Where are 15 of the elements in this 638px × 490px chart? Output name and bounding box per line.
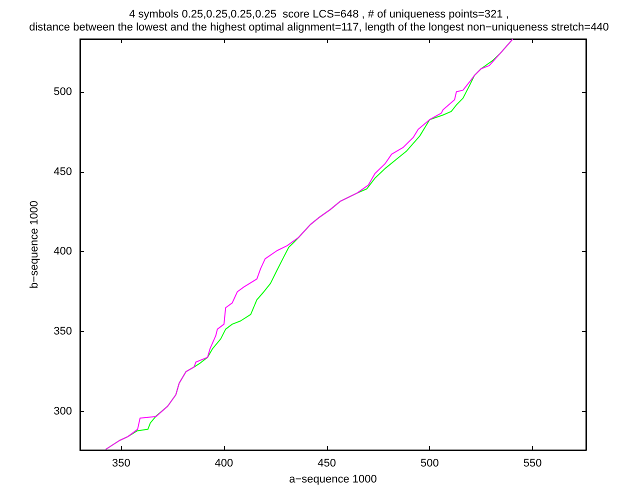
chart-subtitle: distance between the lowest and the highest optimal alignment=117, length of the longest non−uniqueness stretch=440 <box>29 22 609 34</box>
chart-title: 4 symbols 0.25,0.25,0.25,0.25 score LCS=648 , # of uniqueness points=321 , <box>129 8 509 20</box>
y-tick-label: 350 <box>54 326 72 338</box>
y-tick-label: 500 <box>54 86 72 98</box>
x-tick-label: 550 <box>523 458 542 470</box>
y-tick-label: 450 <box>54 166 72 178</box>
y-axis-title: b−sequence 1000 <box>28 200 40 288</box>
x-tick-label: 350 <box>112 458 130 470</box>
x-axis-title: a−sequence 1000 <box>289 474 377 486</box>
x-tick-label: 400 <box>214 458 234 470</box>
x-tick-label: 500 <box>420 458 439 470</box>
y-tick-label: 300 <box>54 406 72 418</box>
line-series <box>106 38 514 450</box>
y-tick-label: 400 <box>54 246 72 258</box>
x-tick-label: 450 <box>318 458 336 470</box>
